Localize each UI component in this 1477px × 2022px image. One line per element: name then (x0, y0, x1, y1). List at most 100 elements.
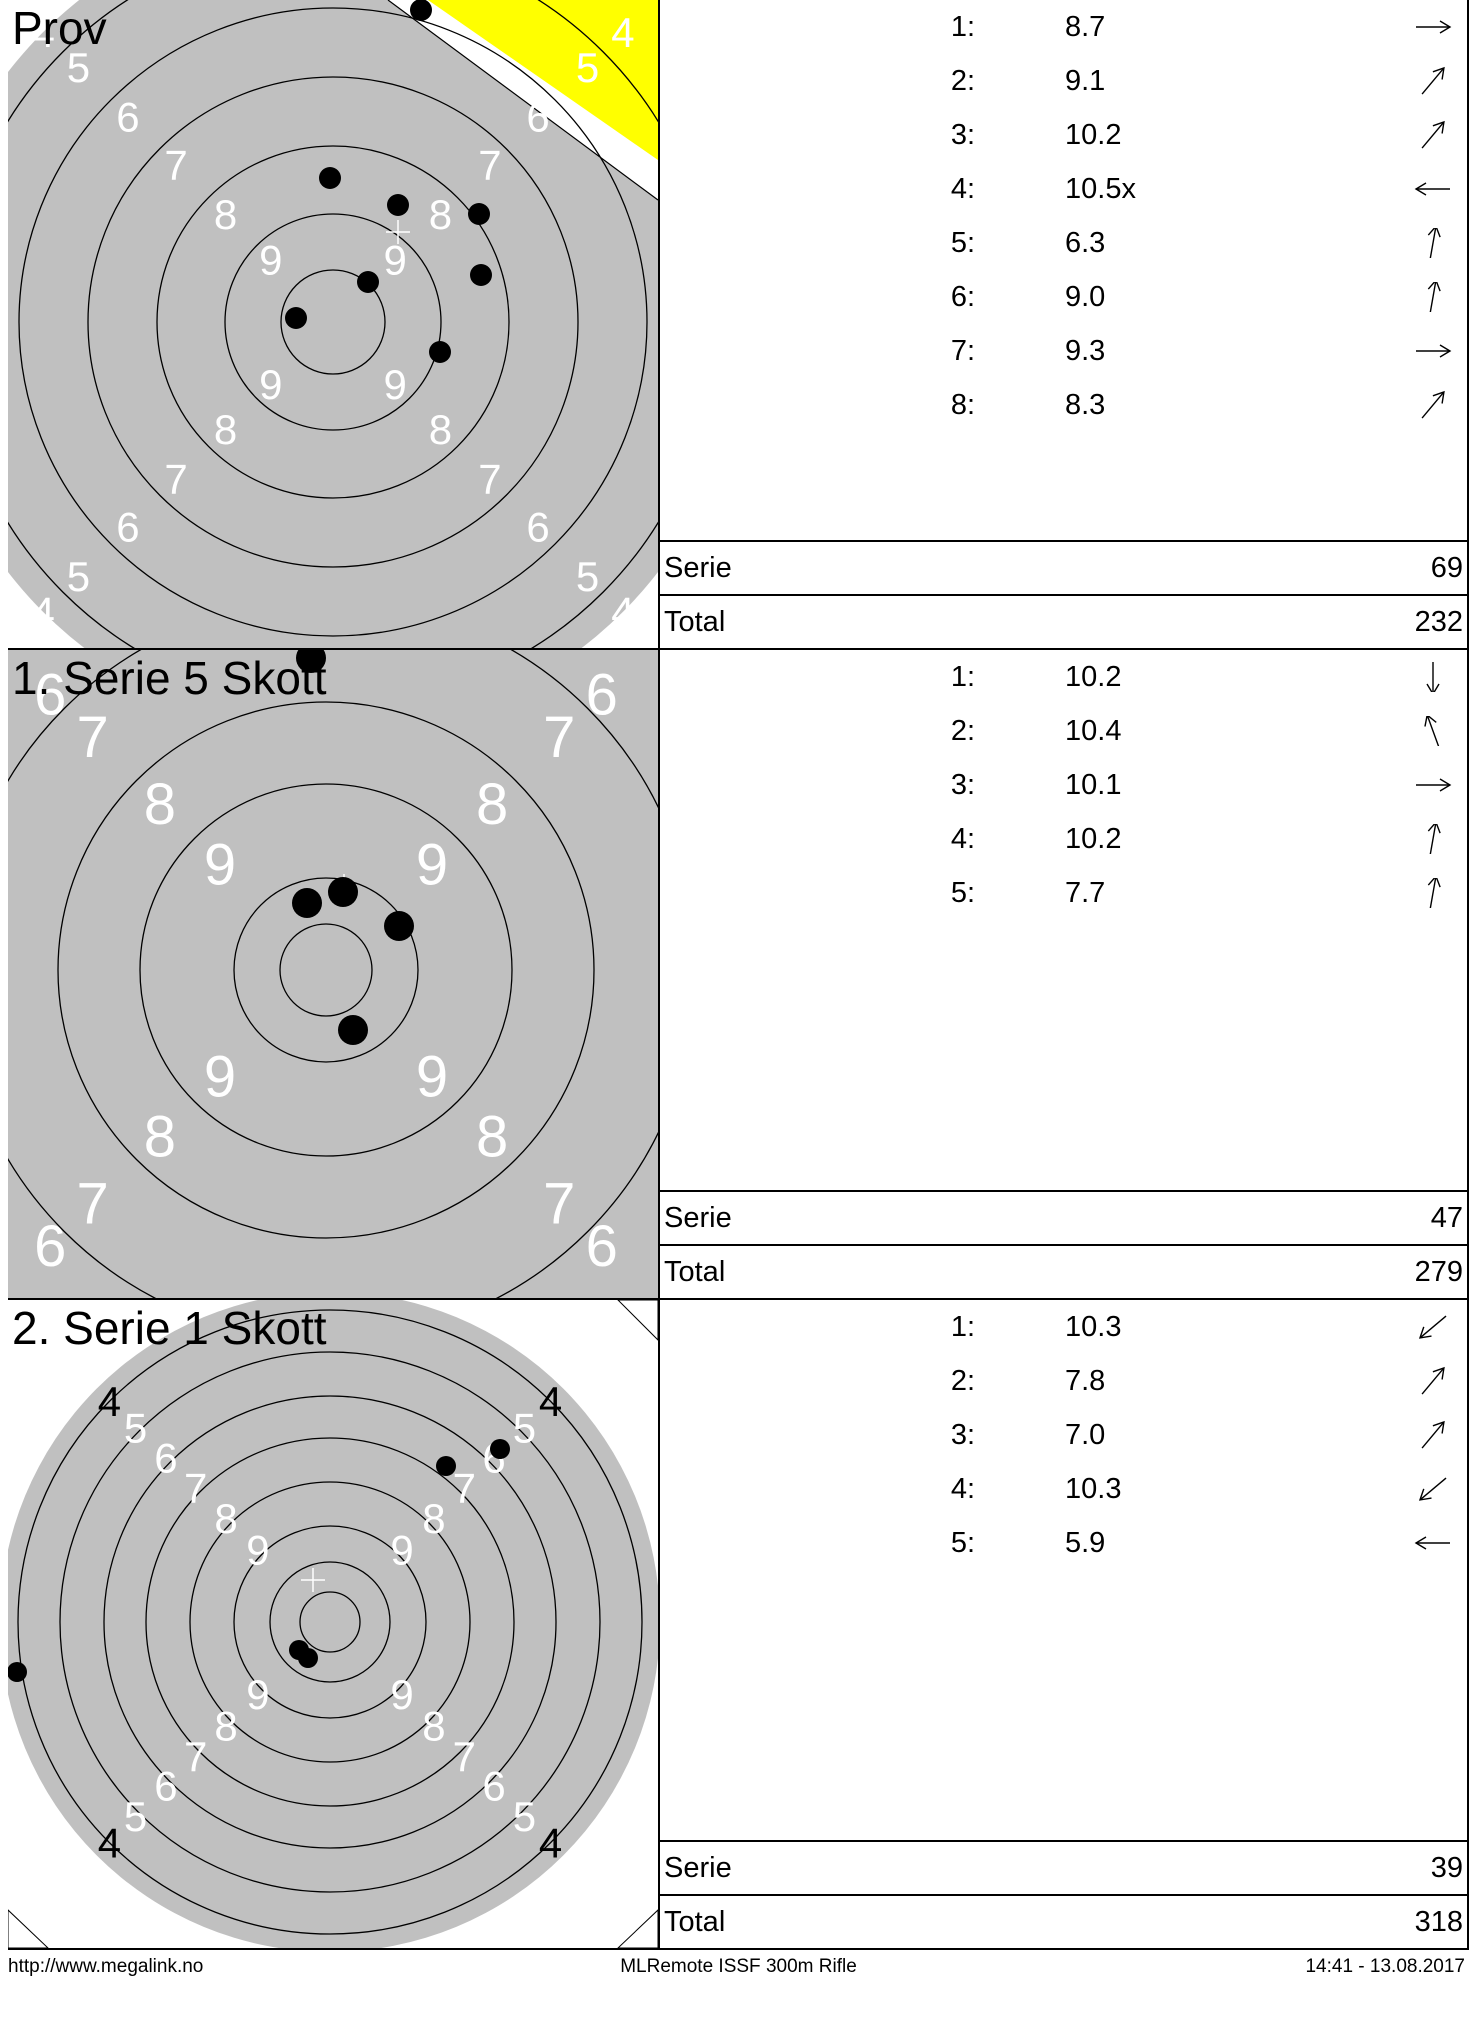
ring-label: 6 (116, 94, 139, 141)
shot-row: 3: 10.1 (660, 758, 1467, 812)
series-title: 2. Serie 1 Skott (12, 1302, 327, 1354)
ring-label: 9 (390, 1671, 413, 1718)
shot-score: 9.0 (1065, 281, 1106, 313)
total-value: 279 (1414, 1256, 1463, 1288)
ring-label: 8 (144, 772, 176, 837)
shot-score: 10.2 (1065, 119, 1122, 151)
shot-number: 5: (950, 227, 975, 259)
shot-hole[interactable] (296, 650, 326, 673)
footer-url[interactable]: http://www.megalink.no (8, 1956, 204, 1977)
shot-row: 8: 8.3 (660, 378, 1467, 432)
shot-score: 10.1 (1065, 769, 1122, 801)
shot-panel: 1: 10.2 2: 10.4 3: 10.1 4: 10.2 5: 7.7 Serie 47 T… (658, 650, 1469, 1298)
shot-list: 1: 10.3 2: 7.8 3: 7.0 4: 10.3 5: 5.9 (660, 1300, 1467, 1840)
shot-panel: 1: 10.3 2: 7.8 3: 7.0 4: 10.3 5: 5.9 Serie 39 Tot… (658, 1300, 1469, 1948)
ring-label: 7 (184, 1733, 207, 1780)
corner-line (387, 0, 658, 201)
corner-cut (8, 1909, 49, 1948)
shot-hole[interactable] (285, 307, 307, 329)
shot-hole[interactable] (490, 1439, 510, 1459)
corner-cut (617, 1909, 658, 1948)
direction-arrow-icon (1427, 878, 1441, 908)
shot-row: 3: 10.2 (660, 108, 1467, 162)
shot-row: 6: 9.0 (660, 270, 1467, 324)
ring-label: 5 (67, 553, 90, 600)
ring-label: 8 (476, 1104, 508, 1169)
ring-label: 9 (416, 1044, 448, 1109)
shot-score: 6.3 (1065, 227, 1106, 259)
shot-hole[interactable] (338, 1015, 368, 1045)
shot-hole[interactable] (436, 1456, 456, 1476)
shot-number: 5: (950, 1527, 975, 1559)
ring-label: 4 (611, 9, 634, 56)
shot-hole[interactable] (429, 341, 451, 363)
ring-label: 7 (164, 142, 187, 189)
ring-label: 6 (586, 1214, 618, 1279)
ring-label: 9 (204, 1044, 236, 1109)
shot-number: 2: (950, 715, 975, 747)
ring-label: 9 (416, 832, 448, 897)
ring-label: 9 (384, 236, 407, 283)
shot-row: 2: 9.1 (660, 54, 1467, 108)
direction-arrow-icon (1427, 824, 1441, 854)
target-face: 4 44 45 55 56 66 67 77 78 88 89 99 9 (8, 1300, 658, 1948)
serie-value: 47 (1430, 1202, 1463, 1234)
shot-hole[interactable] (384, 911, 414, 941)
shot-hole[interactable] (292, 888, 322, 918)
ring-label: 9 (246, 1527, 269, 1574)
shot-row: 4: 10.2 (660, 812, 1467, 866)
series-title: 1. Serie 5 Skott (12, 652, 327, 704)
shot-row: 2: 7.8 (660, 1354, 1467, 1408)
ring-label: 6 (34, 1214, 66, 1279)
shot-hole[interactable] (328, 877, 358, 907)
ring-label: 7 (478, 456, 501, 503)
shot-panel: 1: 8.7 2: 9.1 3: 10.2 4: 10.5x 5: 6.3 6: 9.0 7: 9.3 8:… (658, 0, 1469, 648)
direction-arrow-icon (1416, 20, 1452, 34)
ring-label: 6 (586, 663, 618, 728)
shot-hole[interactable] (8, 1662, 27, 1682)
ring-label: 5 (576, 553, 599, 600)
shot-hole[interactable] (387, 194, 409, 216)
shot-row: 4: 10.3 (660, 1462, 1467, 1516)
direction-arrow-icon (1414, 182, 1450, 196)
shot-row: 1: 8.7 (660, 0, 1467, 54)
series-title: Prov (12, 2, 107, 54)
direction-arrow-icon (1427, 282, 1441, 312)
ring-label: 8 (214, 1495, 237, 1542)
shot-number: 7: (950, 335, 975, 367)
shot-hole[interactable] (319, 167, 341, 189)
score-ring (59, 1351, 601, 1893)
serie-row: Serie 47 (660, 1190, 1467, 1244)
shot-score: 10.2 (1065, 823, 1122, 855)
shot-list: 1: 8.7 2: 9.1 3: 10.2 4: 10.5x 5: 6.3 6: 9.0 7: 9.3 8:… (660, 0, 1467, 540)
shot-number: 5: (950, 877, 975, 909)
shot-number: 4: (950, 173, 975, 205)
shot-row: 3: 7.0 (660, 1408, 1467, 1462)
shot-hole[interactable] (470, 264, 492, 286)
shot-hole[interactable] (468, 203, 490, 225)
shot-number: 4: (950, 823, 975, 855)
direction-arrow-icon (1414, 1536, 1450, 1550)
shot-number: 1: (950, 11, 975, 43)
shot-score: 7.7 (1065, 877, 1106, 909)
shot-score: 10.4 (1065, 715, 1122, 747)
ring-label: 6 (526, 94, 549, 141)
direction-arrow-icon (1416, 778, 1452, 792)
shot-number: 1: (950, 661, 975, 693)
total-label: Total (664, 1256, 726, 1288)
shot-hole[interactable] (410, 0, 432, 21)
score-ring (233, 1525, 427, 1719)
shot-number: 1: (950, 1311, 975, 1343)
ring-label: 5 (124, 1793, 147, 1840)
ring-label: 6 (154, 1763, 177, 1810)
score-ring (18, 7, 648, 637)
shot-hole[interactable] (357, 271, 379, 293)
ring-label: 6 (116, 504, 139, 551)
shot-hole[interactable] (298, 1648, 318, 1668)
ring-label: 7 (453, 1733, 476, 1780)
score-ring (279, 923, 373, 1017)
shot-score: 5.9 (1065, 1527, 1106, 1559)
